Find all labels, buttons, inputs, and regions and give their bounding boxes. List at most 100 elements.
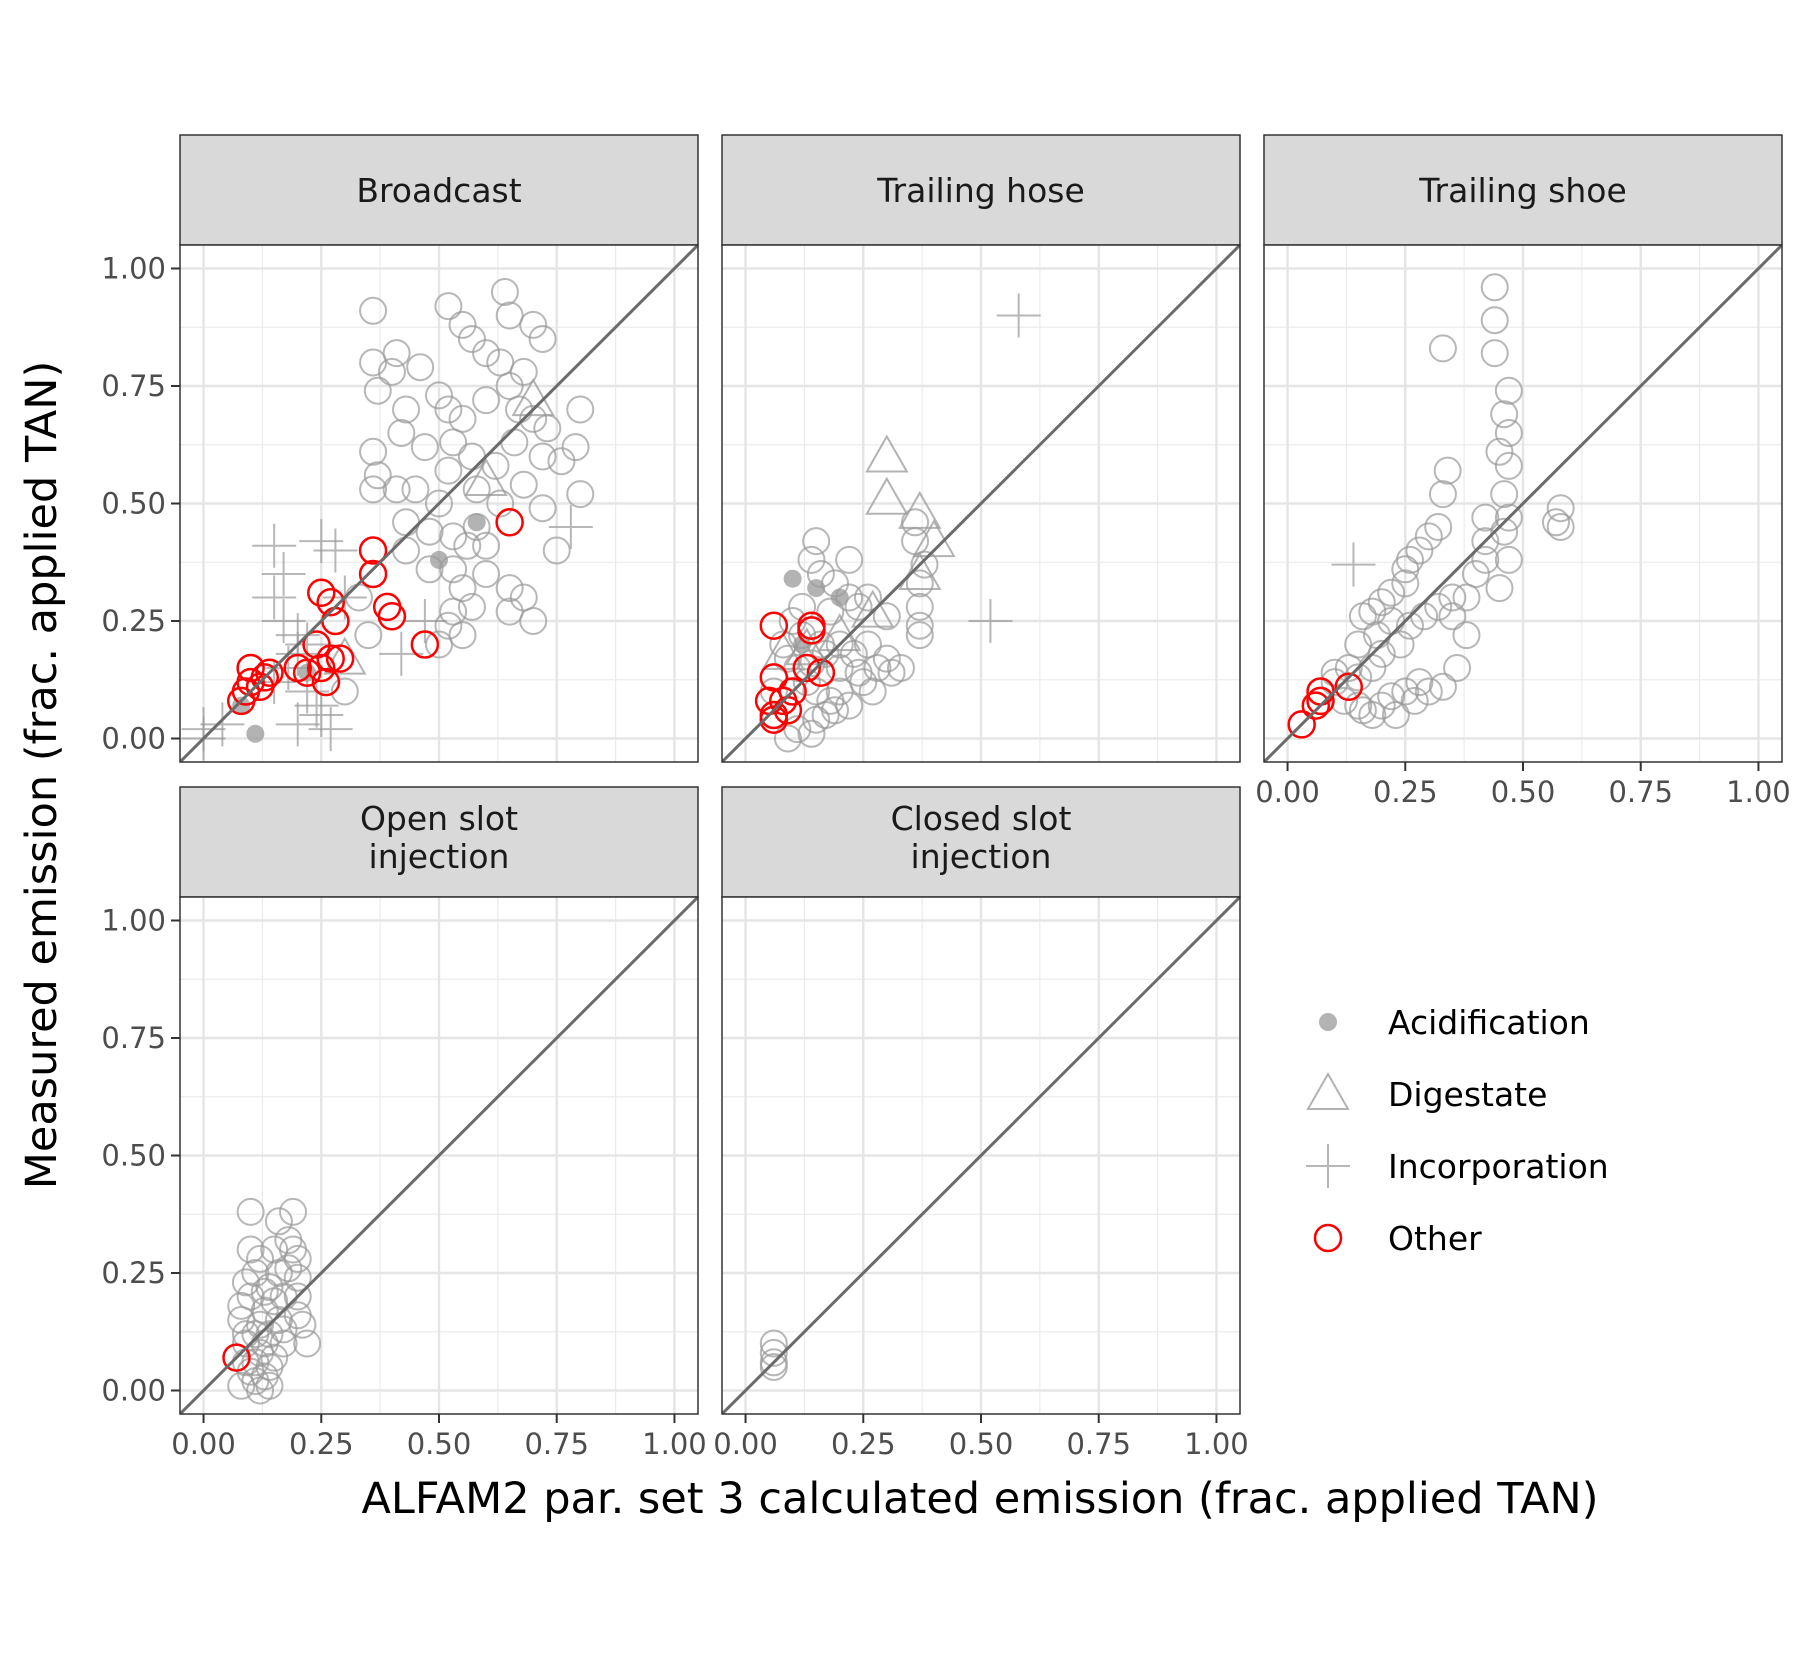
data-point-unlabelled	[227, 1306, 256, 1334]
data-point-unlabelled	[1452, 583, 1481, 612]
data-point-incorporation	[548, 505, 593, 549]
data-point-unlabelled	[1348, 696, 1377, 725]
data-point-unlabelled	[858, 677, 887, 706]
data-point-unlabelled	[825, 630, 854, 659]
data-point-unlabelled	[260, 1235, 289, 1264]
data-point-unlabelled	[495, 301, 524, 330]
data-point-unlabelled	[264, 1259, 293, 1287]
data-point-unlabelled	[519, 404, 548, 433]
x-tick-label: 1.00	[1726, 775, 1791, 809]
data-point-unlabelled	[448, 621, 477, 650]
data-point-unlabelled	[486, 489, 515, 518]
data-point-unlabelled	[844, 592, 873, 621]
data-point-unlabelled	[1428, 672, 1457, 701]
y-tick-label: 0.25	[101, 1256, 166, 1290]
data-point-unlabelled	[1395, 611, 1424, 640]
data-point-unlabelled	[797, 719, 826, 748]
data-point-unlabelled	[255, 1320, 284, 1349]
data-point-unlabelled	[1391, 677, 1420, 706]
data-point-unlabelled	[359, 437, 388, 466]
x-tick-label: 0.50	[407, 1427, 472, 1461]
data-point-unlabelled	[255, 1273, 284, 1302]
x-tick-label: 0.75	[1066, 1427, 1131, 1461]
data-point-unlabelled	[264, 1207, 293, 1236]
data-point-unlabelled	[359, 348, 388, 377]
data-point-unlabelled	[236, 1282, 265, 1311]
data-point-digestate	[865, 434, 909, 473]
x-tick-label: 0.50	[1491, 775, 1556, 809]
data-point-unlabelled	[401, 475, 430, 504]
data-point-unlabelled	[236, 1197, 265, 1226]
data-point-unlabelled	[759, 1353, 788, 1381]
data-point-unlabelled	[773, 644, 802, 673]
data-point-unlabelled	[542, 536, 571, 565]
data-point-unlabelled	[283, 1263, 312, 1292]
facet-title: injection	[369, 837, 510, 876]
data-point-unlabelled	[1391, 569, 1420, 598]
data-point-unlabelled	[410, 433, 439, 462]
data-point-unlabelled	[434, 395, 463, 424]
data-point-unlabelled	[227, 1291, 256, 1320]
data-point-unlabelled	[797, 545, 826, 574]
x-tick-label: 0.75	[1608, 775, 1673, 809]
data-point-unlabelled	[293, 1329, 322, 1358]
data-point-unlabelled	[1334, 654, 1363, 682]
data-point-unlabelled	[519, 310, 548, 339]
data-point-unlabelled	[759, 1338, 788, 1367]
data-point-unlabelled	[863, 654, 892, 682]
data-point-unlabelled	[457, 325, 486, 353]
data-point-unlabelled	[1414, 522, 1443, 551]
data-point-unlabelled	[528, 494, 557, 523]
data-point-unlabelled	[255, 1371, 284, 1400]
data-point-acidification	[783, 569, 802, 588]
facet-title: Trailing hose	[876, 171, 1085, 210]
facet-strip	[179, 134, 699, 246]
data-point-unlabelled	[1490, 400, 1519, 429]
x-tick-label: 0.75	[524, 1427, 589, 1461]
data-point-other	[358, 536, 388, 565]
legend-key-incorporation	[1306, 1144, 1350, 1188]
data-point-unlabelled	[363, 461, 392, 490]
data-point-unlabelled	[1452, 621, 1481, 650]
data-point-unlabelled	[241, 1320, 270, 1349]
data-point-unlabelled	[1377, 682, 1406, 711]
x-axis-title: ALFAM2 par. set 3 calculated emission (f…	[362, 1474, 1599, 1524]
grid	[180, 245, 698, 762]
data-point-unlabelled	[825, 654, 854, 682]
facet-title: Closed slot	[891, 799, 1072, 838]
data-point-unlabelled	[227, 1371, 256, 1400]
x-tick-label: 0.25	[289, 1427, 354, 1461]
data-point-unlabelled	[434, 611, 463, 640]
legend: Acidification Digestate Incorporation Other	[1306, 1003, 1609, 1258]
data-point-unlabelled	[1494, 545, 1523, 574]
legend-item: Incorporation	[1306, 1144, 1609, 1188]
data-point-unlabelled	[835, 545, 864, 574]
data-point-unlabelled	[241, 1348, 270, 1377]
data-point-unlabelled	[269, 1315, 298, 1344]
data-point-unlabelled	[1367, 639, 1396, 668]
data-point-other	[768, 686, 798, 716]
facet-panel: Broadcast 0.00 0.25 0.50 0.75 1.00	[101, 134, 699, 763]
data-point-unlabelled	[260, 1343, 289, 1372]
data-point-other	[255, 658, 284, 687]
data-point-unlabelled	[457, 592, 486, 621]
data-point-digestate	[865, 476, 909, 515]
data-point-unlabelled	[519, 607, 548, 635]
data-point-unlabelled	[1546, 494, 1575, 523]
data-point-other	[377, 602, 407, 631]
points	[759, 1329, 788, 1381]
facet-title: Open slot	[360, 799, 518, 838]
data-point-unlabelled	[448, 404, 477, 433]
x-tick-label: 0.00	[171, 1427, 236, 1461]
data-point-unlabelled	[1546, 513, 1575, 541]
x-tick-label: 0.25	[831, 1427, 896, 1461]
data-point-unlabelled	[825, 677, 854, 706]
data-point-unlabelled	[472, 339, 501, 368]
y-tick-label: 1.00	[101, 904, 166, 938]
facet-strip	[179, 786, 699, 898]
data-point-unlabelled	[288, 1310, 317, 1339]
data-point-unlabelled	[472, 386, 501, 415]
data-point-unlabelled	[448, 574, 477, 603]
facet-title: injection	[911, 837, 1052, 876]
